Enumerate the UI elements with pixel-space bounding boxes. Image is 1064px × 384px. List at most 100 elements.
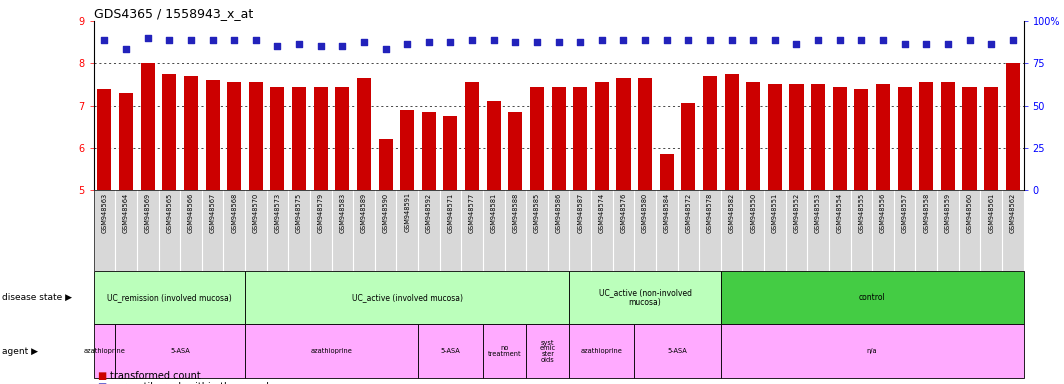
Bar xyxy=(919,83,933,190)
Text: azathioprine: azathioprine xyxy=(83,348,126,354)
Text: GSM948587: GSM948587 xyxy=(578,192,583,233)
Bar xyxy=(379,139,393,190)
Bar xyxy=(465,83,479,190)
Point xyxy=(680,37,697,43)
Bar xyxy=(205,80,219,190)
Bar xyxy=(444,116,458,190)
Point xyxy=(594,37,611,43)
Point xyxy=(875,37,892,43)
Text: GSM948591: GSM948591 xyxy=(404,192,411,232)
Text: 5-ASA: 5-ASA xyxy=(668,348,687,354)
Text: GSM948552: GSM948552 xyxy=(794,192,799,233)
Point xyxy=(983,41,1000,48)
Point xyxy=(204,37,221,43)
Text: syst
emic
ster
oids: syst emic ster oids xyxy=(539,340,555,363)
Text: GSM948558: GSM948558 xyxy=(924,192,929,233)
Bar xyxy=(720,271,1024,324)
Bar xyxy=(1005,63,1019,190)
Text: GSM948580: GSM948580 xyxy=(642,192,648,233)
Text: GSM948551: GSM948551 xyxy=(771,192,778,233)
Text: GSM948559: GSM948559 xyxy=(945,192,951,233)
Point xyxy=(810,37,827,43)
Bar xyxy=(638,78,652,190)
Text: azathioprine: azathioprine xyxy=(581,348,622,354)
Text: agent ▶: agent ▶ xyxy=(2,347,38,356)
Text: GSM948554: GSM948554 xyxy=(836,192,843,233)
Bar xyxy=(249,83,263,190)
Bar xyxy=(483,324,527,378)
Text: GSM948565: GSM948565 xyxy=(166,192,172,233)
Bar xyxy=(356,78,371,190)
Bar xyxy=(418,324,483,378)
Bar xyxy=(245,271,569,324)
Bar xyxy=(616,78,631,190)
Text: GSM948584: GSM948584 xyxy=(664,192,669,233)
Point xyxy=(918,41,935,48)
Bar xyxy=(720,324,1024,378)
Bar xyxy=(789,84,803,190)
Text: GSM948561: GSM948561 xyxy=(988,192,994,233)
Text: GSM948562: GSM948562 xyxy=(1010,192,1016,233)
Bar xyxy=(98,89,112,190)
Point xyxy=(659,37,676,43)
Text: n/a: n/a xyxy=(867,348,878,354)
Bar xyxy=(270,87,284,190)
Text: GSM948553: GSM948553 xyxy=(815,192,821,233)
Bar xyxy=(115,324,245,378)
Bar xyxy=(335,87,349,190)
Point xyxy=(1004,37,1021,43)
Text: GSM948555: GSM948555 xyxy=(859,192,864,233)
Bar xyxy=(634,324,720,378)
Text: GSM948570: GSM948570 xyxy=(253,192,259,233)
Bar xyxy=(681,104,696,190)
Point xyxy=(940,41,957,48)
Bar xyxy=(595,83,609,190)
Text: ■: ■ xyxy=(97,382,106,384)
Point xyxy=(377,46,394,52)
Point xyxy=(550,39,567,45)
Bar xyxy=(746,83,761,190)
Bar xyxy=(725,74,738,190)
Bar xyxy=(854,89,868,190)
Point xyxy=(139,35,156,41)
Text: GSM948573: GSM948573 xyxy=(275,192,281,233)
Text: GSM948586: GSM948586 xyxy=(555,192,562,233)
Bar xyxy=(292,87,306,190)
Bar xyxy=(314,87,328,190)
Point xyxy=(506,39,523,45)
Bar xyxy=(509,112,522,190)
Text: GSM948577: GSM948577 xyxy=(469,192,476,233)
Bar xyxy=(184,76,198,190)
Bar xyxy=(569,324,634,378)
Point xyxy=(399,41,416,48)
Point xyxy=(788,41,805,48)
Text: GSM948592: GSM948592 xyxy=(426,192,432,233)
Text: GSM948574: GSM948574 xyxy=(599,192,604,233)
Point xyxy=(247,37,264,43)
Bar xyxy=(876,84,890,190)
Text: GSM948576: GSM948576 xyxy=(620,192,627,233)
Text: 5-ASA: 5-ASA xyxy=(440,348,461,354)
Point xyxy=(420,39,437,45)
Text: GSM948589: GSM948589 xyxy=(361,192,367,233)
Point xyxy=(961,37,978,43)
Point xyxy=(334,43,351,50)
Text: UC_active (non-involved
mucosa): UC_active (non-involved mucosa) xyxy=(599,288,692,307)
Bar xyxy=(421,112,436,190)
Text: GSM948564: GSM948564 xyxy=(123,192,129,233)
Point xyxy=(636,37,653,43)
Bar xyxy=(833,87,847,190)
Bar xyxy=(245,324,418,378)
Text: GSM948572: GSM948572 xyxy=(685,192,692,233)
Text: control: control xyxy=(859,293,885,302)
Point xyxy=(182,37,199,43)
Bar xyxy=(703,76,717,190)
Point xyxy=(745,37,762,43)
Text: GSM948579: GSM948579 xyxy=(318,192,323,233)
Text: UC_remission (involved mucosa): UC_remission (involved mucosa) xyxy=(107,293,232,302)
Point xyxy=(529,39,546,45)
Bar xyxy=(486,101,501,190)
Text: GSM948557: GSM948557 xyxy=(901,192,908,233)
Bar xyxy=(573,87,587,190)
Point xyxy=(701,37,718,43)
